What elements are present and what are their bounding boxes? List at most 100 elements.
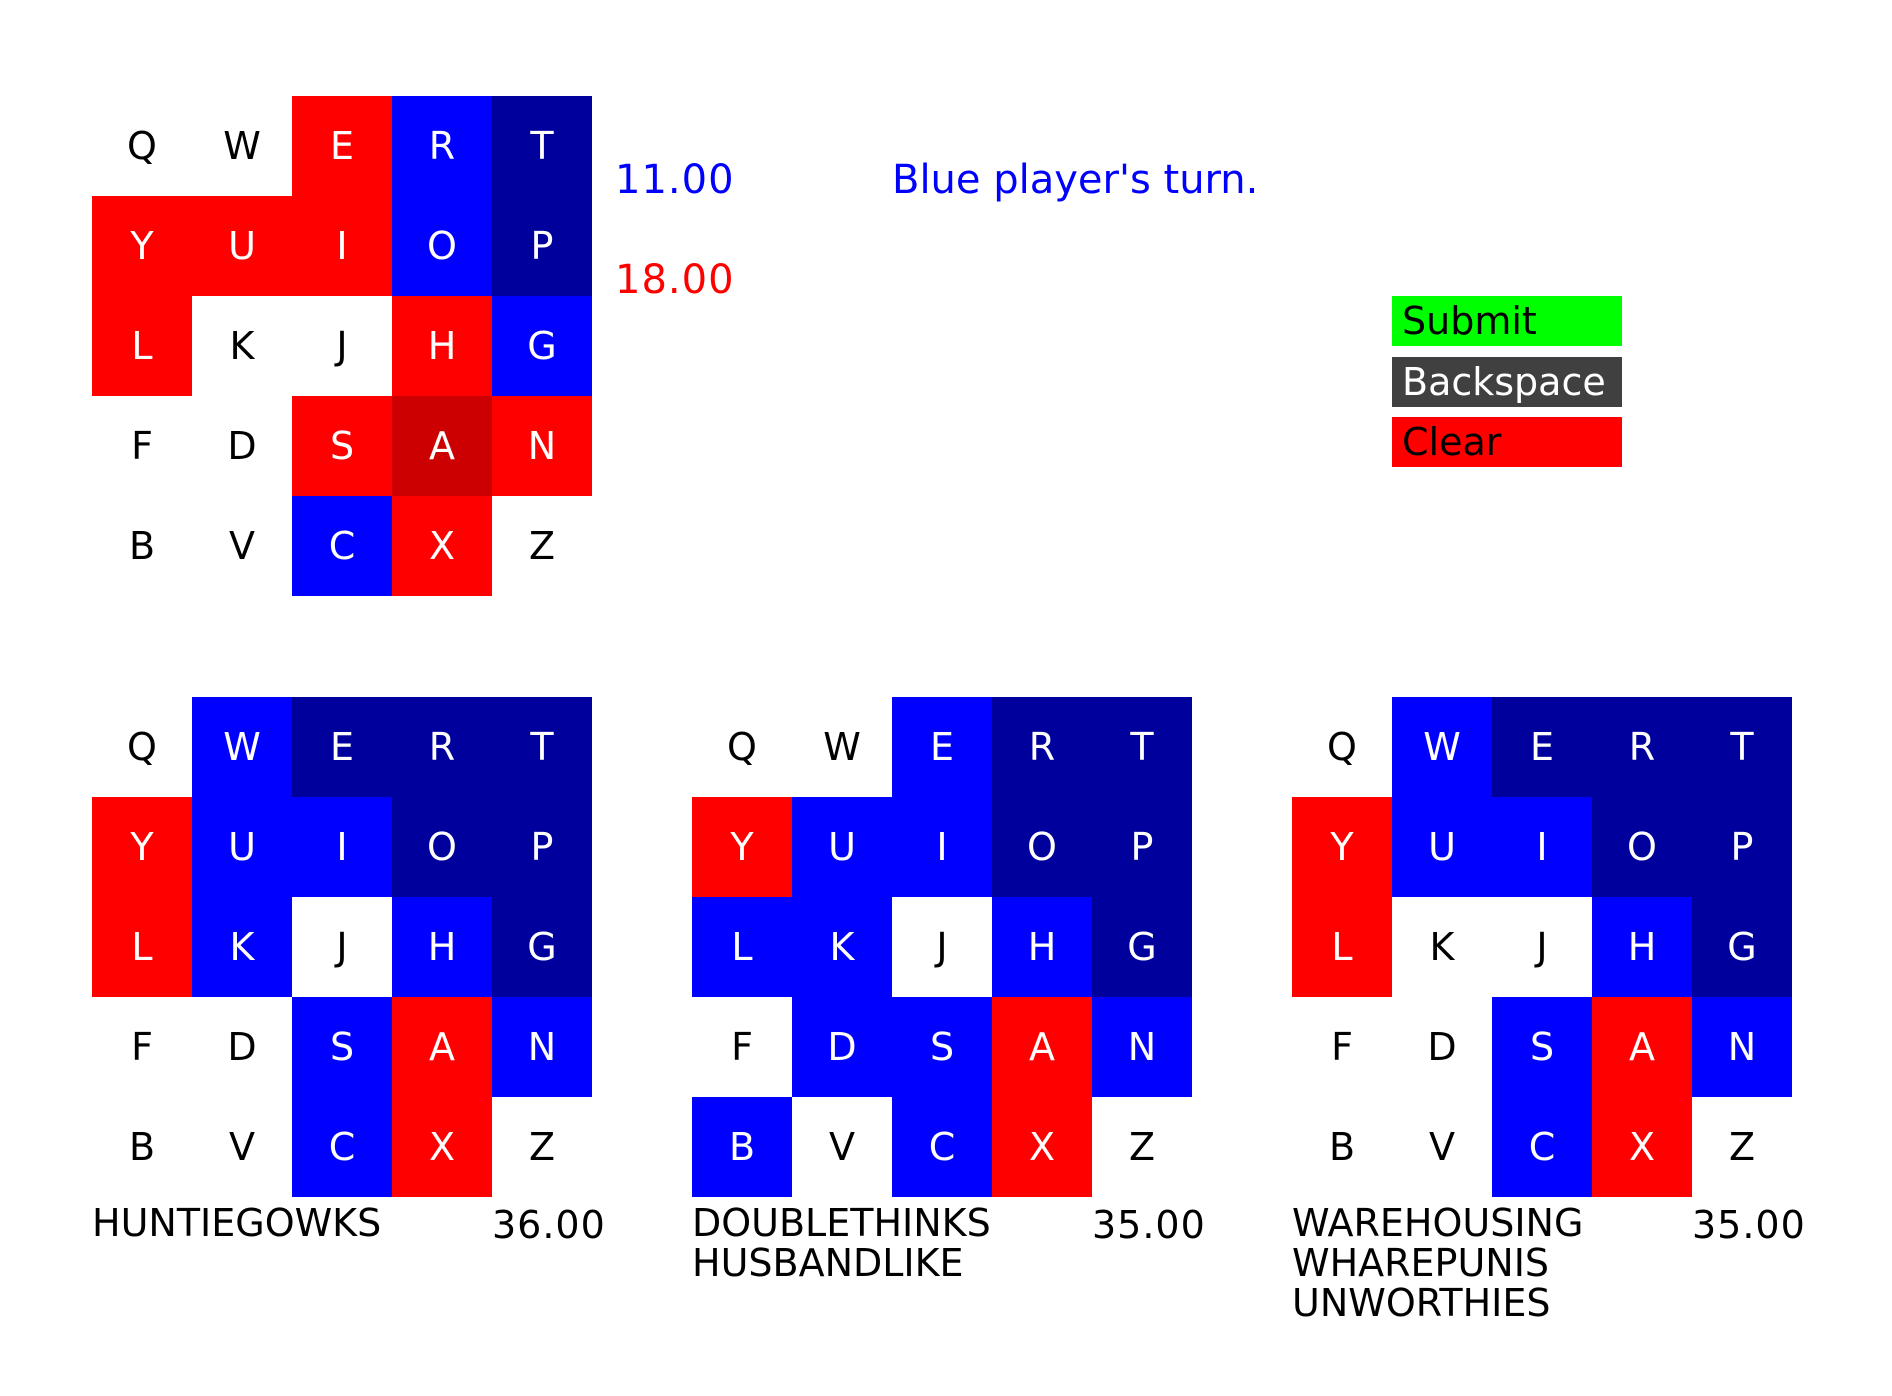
tile-e[interactable]: E: [292, 96, 392, 196]
suggestion-tile-r: R: [1592, 697, 1692, 797]
suggestion-tile-g: G: [1692, 897, 1792, 997]
suggestion-tile-p: P: [1092, 797, 1192, 897]
suggested-word: HUSBANDLIKE: [692, 1241, 964, 1285]
suggestion-tile-u: U: [1392, 797, 1492, 897]
suggested-word: HUNTIEGOWKS: [92, 1201, 382, 1245]
tile-v[interactable]: V: [192, 496, 292, 596]
suggestion-tile-b: B: [692, 1097, 792, 1197]
suggestion-words-3: WAREHOUSING WHAREPUNIS UNWORTHIES: [1292, 1203, 1583, 1323]
suggestion-score-3: 35.00: [1692, 1203, 1806, 1247]
suggestion-tile-d: D: [792, 997, 892, 1097]
tile-n[interactable]: N: [492, 396, 592, 496]
suggestion-tile-q: Q: [1292, 697, 1392, 797]
tile-a[interactable]: A: [392, 396, 492, 496]
suggestion-tile-h: H: [1592, 897, 1692, 997]
suggestion-tile-k: K: [1392, 897, 1492, 997]
tile-o[interactable]: O: [392, 196, 492, 296]
tile-f[interactable]: F: [92, 396, 192, 496]
clear-button[interactable]: Clear: [1392, 417, 1622, 467]
suggestion-tile-c: C: [1492, 1097, 1592, 1197]
suggestion-tile-n: N: [1092, 997, 1192, 1097]
suggestion-tile-v: V: [192, 1097, 292, 1197]
submit-button[interactable]: Submit: [1392, 296, 1622, 346]
suggestion-tile-z: Z: [1092, 1097, 1192, 1197]
suggestion-tile-w: W: [792, 697, 892, 797]
suggestion-tile-l: L: [1292, 897, 1392, 997]
suggestion-tile-q: Q: [92, 697, 192, 797]
suggestion-tile-r: R: [392, 697, 492, 797]
tile-u[interactable]: U: [192, 196, 292, 296]
tile-q[interactable]: Q: [92, 96, 192, 196]
suggestion-tile-x: X: [1592, 1097, 1692, 1197]
tile-j[interactable]: J: [292, 296, 392, 396]
suggestion-tile-t: T: [492, 697, 592, 797]
tile-g[interactable]: G: [492, 296, 592, 396]
tile-l[interactable]: L: [92, 296, 192, 396]
suggestion-tile-w: W: [192, 697, 292, 797]
tile-r[interactable]: R: [392, 96, 492, 196]
suggestion-tile-u: U: [792, 797, 892, 897]
suggestion-tile-o: O: [1592, 797, 1692, 897]
suggestion-tile-k: K: [792, 897, 892, 997]
backspace-button[interactable]: Backspace: [1392, 357, 1622, 407]
suggestion-tile-t: T: [1092, 697, 1192, 797]
suggestion-tile-n: N: [1692, 997, 1792, 1097]
suggestion-tile-u: U: [192, 797, 292, 897]
suggestion-tile-y: Y: [92, 797, 192, 897]
suggested-word: WHAREPUNIS: [1292, 1241, 1550, 1285]
suggestion-tile-n: N: [492, 997, 592, 1097]
suggestion-tile-z: Z: [492, 1097, 592, 1197]
suggestion-tile-p: P: [492, 797, 592, 897]
suggestion-words-1: HUNTIEGOWKS: [92, 1203, 381, 1243]
tile-t[interactable]: T: [492, 96, 592, 196]
suggestion-tile-i: I: [292, 797, 392, 897]
suggestion-tile-x: X: [392, 1097, 492, 1197]
suggestion-tile-j: J: [892, 897, 992, 997]
suggestion-tile-e: E: [292, 697, 392, 797]
suggestion-tile-l: L: [92, 897, 192, 997]
suggestion-tile-k: K: [192, 897, 292, 997]
suggestion-tile-h: H: [392, 897, 492, 997]
tile-i[interactable]: I: [292, 196, 392, 296]
suggestion-tile-q: Q: [692, 697, 792, 797]
tile-k[interactable]: K: [192, 296, 292, 396]
suggestion-tile-g: G: [1092, 897, 1192, 997]
suggestion-tile-c: C: [892, 1097, 992, 1197]
suggestion-tile-e: E: [1492, 697, 1592, 797]
suggestion-tile-o: O: [992, 797, 1092, 897]
suggestion-tile-v: V: [792, 1097, 892, 1197]
tile-s[interactable]: S: [292, 396, 392, 496]
suggestion-tile-p: P: [1692, 797, 1792, 897]
suggestion-tile-e: E: [892, 697, 992, 797]
tile-z[interactable]: Z: [492, 496, 592, 596]
tile-x[interactable]: X: [392, 496, 492, 596]
suggestion-tile-i: I: [1492, 797, 1592, 897]
suggestion-tile-a: A: [992, 997, 1092, 1097]
suggestion-score-2: 35.00: [1092, 1203, 1206, 1247]
suggestion-tile-y: Y: [1292, 797, 1392, 897]
suggestion-tile-s: S: [292, 997, 392, 1097]
suggestion-tile-x: X: [992, 1097, 1092, 1197]
tile-y[interactable]: Y: [92, 196, 192, 296]
suggestion-tile-c: C: [292, 1097, 392, 1197]
tile-w[interactable]: W: [192, 96, 292, 196]
suggestion-tile-j: J: [292, 897, 392, 997]
suggestion-tile-b: B: [92, 1097, 192, 1197]
tile-d[interactable]: D: [192, 396, 292, 496]
tile-p[interactable]: P: [492, 196, 592, 296]
tile-h[interactable]: H: [392, 296, 492, 396]
suggestion-tile-y: Y: [692, 797, 792, 897]
blue-score: 11.00: [615, 157, 735, 203]
suggestion-tile-s: S: [892, 997, 992, 1097]
suggestion-tile-d: D: [192, 997, 292, 1097]
suggestion-tile-l: L: [692, 897, 792, 997]
suggestion-tile-r: R: [992, 697, 1092, 797]
suggested-word: UNWORTHIES: [1292, 1281, 1551, 1325]
suggestion-tile-b: B: [1292, 1097, 1392, 1197]
tile-b[interactable]: B: [92, 496, 192, 596]
suggestion-tile-f: F: [692, 997, 792, 1097]
suggestion-tile-h: H: [992, 897, 1092, 997]
tile-c[interactable]: C: [292, 496, 392, 596]
